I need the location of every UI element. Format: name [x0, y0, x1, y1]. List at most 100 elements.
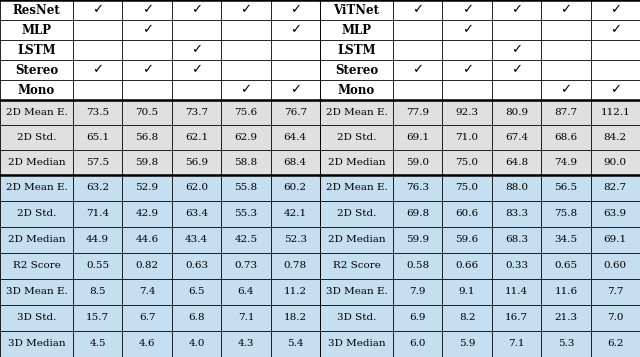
Text: ✓: ✓ — [241, 4, 252, 16]
Text: 68.3: 68.3 — [505, 236, 528, 245]
Bar — [320, 80, 640, 100]
Text: ✓: ✓ — [191, 64, 202, 76]
Text: ResNet: ResNet — [13, 4, 60, 16]
Text: ✓: ✓ — [290, 84, 301, 96]
Text: 6.5: 6.5 — [188, 287, 205, 297]
Text: 7.4: 7.4 — [139, 287, 156, 297]
Text: 42.1: 42.1 — [284, 210, 307, 218]
Bar — [320, 0, 640, 20]
Text: 59.9: 59.9 — [406, 236, 429, 245]
Text: ✓: ✓ — [511, 4, 522, 16]
Text: 9.1: 9.1 — [459, 287, 476, 297]
Text: 62.1: 62.1 — [185, 133, 208, 142]
Bar — [320, 201, 640, 227]
Text: 21.3: 21.3 — [554, 313, 577, 322]
Text: 3D Std.: 3D Std. — [337, 313, 376, 322]
Text: 0.63: 0.63 — [185, 261, 208, 271]
Text: ✓: ✓ — [191, 44, 202, 56]
Text: 2D Std.: 2D Std. — [337, 210, 376, 218]
Text: 90.0: 90.0 — [604, 158, 627, 167]
Text: 0.82: 0.82 — [136, 261, 159, 271]
Text: ✓: ✓ — [141, 64, 153, 76]
Text: 6.9: 6.9 — [410, 313, 426, 322]
Text: 11.2: 11.2 — [284, 287, 307, 297]
Bar — [0, 125, 320, 150]
Text: 69.1: 69.1 — [604, 236, 627, 245]
Text: Mono: Mono — [338, 84, 375, 96]
Text: 70.5: 70.5 — [136, 108, 159, 117]
Text: 84.2: 84.2 — [604, 133, 627, 142]
Text: 64.4: 64.4 — [284, 133, 307, 142]
Bar — [0, 305, 320, 331]
Text: 56.5: 56.5 — [554, 183, 577, 192]
Text: 0.65: 0.65 — [554, 261, 577, 271]
Text: 0.60: 0.60 — [604, 261, 627, 271]
Text: 0.73: 0.73 — [234, 261, 257, 271]
Text: ✓: ✓ — [561, 4, 572, 16]
Text: 3D Median: 3D Median — [328, 340, 385, 348]
Bar — [320, 125, 640, 150]
Text: 56.9: 56.9 — [185, 158, 208, 167]
Text: 15.7: 15.7 — [86, 313, 109, 322]
Bar — [320, 40, 640, 60]
Text: ✓: ✓ — [241, 84, 252, 96]
Text: 2D Std.: 2D Std. — [17, 133, 56, 142]
Text: 69.8: 69.8 — [406, 210, 429, 218]
Text: 63.9: 63.9 — [604, 210, 627, 218]
Text: 77.9: 77.9 — [406, 108, 429, 117]
Bar — [0, 150, 320, 175]
Text: 0.33: 0.33 — [505, 261, 528, 271]
Text: 52.9: 52.9 — [136, 183, 159, 192]
Text: ✓: ✓ — [412, 4, 423, 16]
Text: 88.0: 88.0 — [505, 183, 528, 192]
Text: 2D Median: 2D Median — [8, 236, 65, 245]
Text: 57.5: 57.5 — [86, 158, 109, 167]
Text: 83.3: 83.3 — [505, 210, 528, 218]
Text: 65.1: 65.1 — [86, 133, 109, 142]
Text: 52.3: 52.3 — [284, 236, 307, 245]
Text: 73.7: 73.7 — [185, 108, 208, 117]
Text: R2 Score: R2 Score — [13, 261, 60, 271]
Text: 4.3: 4.3 — [237, 340, 254, 348]
Text: ✓: ✓ — [610, 24, 621, 36]
Bar — [320, 331, 640, 357]
Text: 80.9: 80.9 — [505, 108, 528, 117]
Text: 74.9: 74.9 — [554, 158, 577, 167]
Text: 6.7: 6.7 — [139, 313, 156, 322]
Text: ✓: ✓ — [610, 84, 621, 96]
Text: 2D Std.: 2D Std. — [17, 210, 56, 218]
Bar — [0, 227, 320, 253]
Text: 71.4: 71.4 — [86, 210, 109, 218]
Text: 92.3: 92.3 — [456, 108, 479, 117]
Text: 62.0: 62.0 — [185, 183, 208, 192]
Text: 75.8: 75.8 — [554, 210, 577, 218]
Text: 5.9: 5.9 — [459, 340, 476, 348]
Text: 2D Mean E.: 2D Mean E. — [326, 108, 387, 117]
Text: 59.8: 59.8 — [136, 158, 159, 167]
Text: 11.6: 11.6 — [554, 287, 577, 297]
Text: 3D Mean E.: 3D Mean E. — [326, 287, 387, 297]
Bar — [320, 279, 640, 305]
Text: ✓: ✓ — [461, 24, 473, 36]
Text: 60.6: 60.6 — [456, 210, 479, 218]
Text: 67.4: 67.4 — [505, 133, 528, 142]
Text: ✓: ✓ — [290, 24, 301, 36]
Text: 75.0: 75.0 — [456, 158, 479, 167]
Text: 55.3: 55.3 — [234, 210, 257, 218]
Text: ✓: ✓ — [610, 4, 621, 16]
Text: 5.3: 5.3 — [557, 340, 574, 348]
Text: Stereo: Stereo — [335, 64, 378, 76]
Text: Stereo: Stereo — [15, 64, 58, 76]
Text: ViTNet: ViTNet — [333, 4, 380, 16]
Text: ✓: ✓ — [511, 44, 522, 56]
Text: 4.6: 4.6 — [139, 340, 156, 348]
Text: 76.3: 76.3 — [406, 183, 429, 192]
Text: Mono: Mono — [18, 84, 55, 96]
Bar — [320, 305, 640, 331]
Bar — [320, 227, 640, 253]
Text: 2D Std.: 2D Std. — [337, 133, 376, 142]
Text: 112.1: 112.1 — [600, 108, 630, 117]
Bar — [0, 175, 320, 201]
Text: R2 Score: R2 Score — [333, 261, 380, 271]
Text: 11.4: 11.4 — [505, 287, 528, 297]
